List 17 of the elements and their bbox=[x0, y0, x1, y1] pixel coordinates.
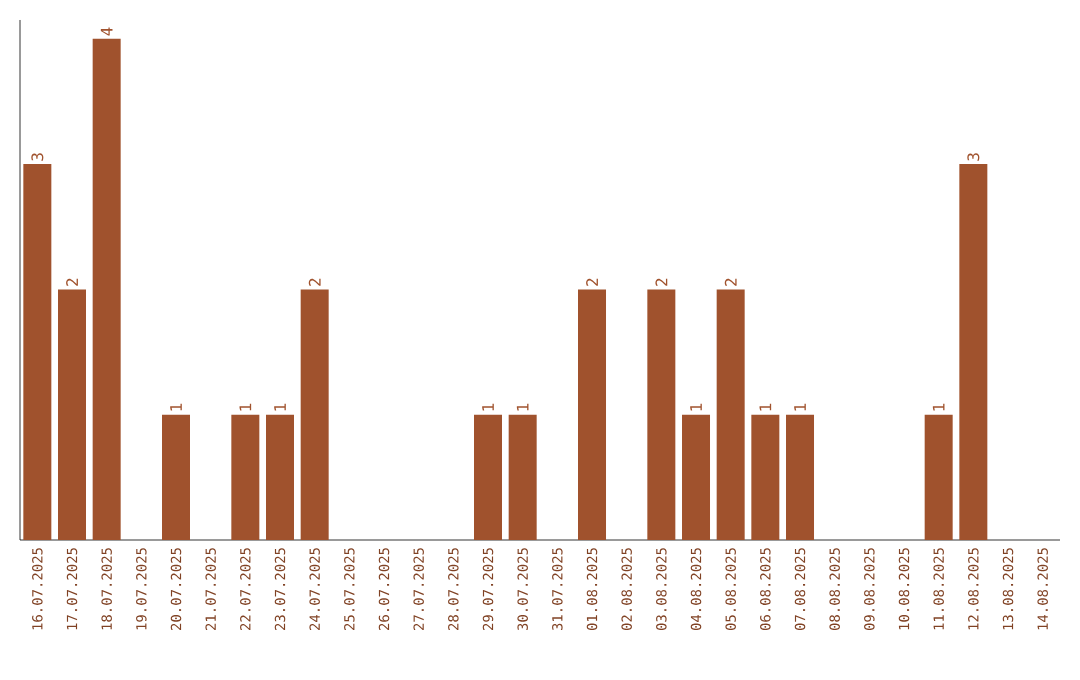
bar bbox=[162, 414, 190, 540]
bar bbox=[647, 289, 676, 540]
bar bbox=[716, 289, 745, 540]
bar bbox=[23, 164, 52, 540]
bar bbox=[231, 414, 260, 540]
bar bbox=[58, 289, 86, 540]
bar bbox=[300, 289, 329, 540]
bar bbox=[924, 414, 953, 540]
bar bbox=[578, 289, 607, 540]
bar bbox=[682, 414, 711, 540]
bar bbox=[751, 414, 780, 540]
bar bbox=[959, 164, 988, 540]
bar bbox=[786, 414, 815, 540]
bar bbox=[92, 38, 121, 540]
bar bbox=[474, 414, 502, 540]
bar bbox=[508, 414, 537, 540]
bar bbox=[266, 414, 294, 540]
